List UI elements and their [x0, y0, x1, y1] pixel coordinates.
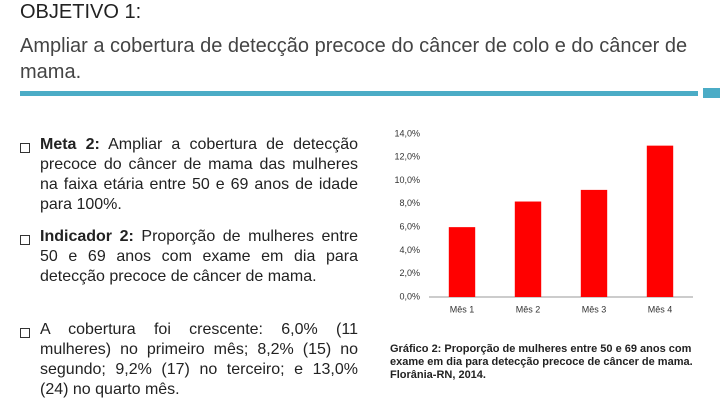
- y-tick-label: 10,0%: [394, 175, 420, 185]
- slide-subtitle: Ampliar a cobertura de detecção precoce …: [20, 35, 688, 83]
- chart-caption: Gráfico 2: Proporção de mulheres entre 5…: [390, 343, 693, 381]
- bar: [448, 227, 476, 297]
- bullet-marker: [20, 235, 30, 245]
- bar: [580, 189, 608, 297]
- bullet-text: Proporção de mulheres entre 50 e 69 anos…: [40, 228, 358, 285]
- slide-title: OBJETIVO 1:: [20, 1, 142, 23]
- y-tick-label: 8,0%: [399, 198, 420, 208]
- bullet: Indicador 2: Proporção de mulheres entre…: [40, 227, 358, 287]
- y-tick-label: 2,0%: [399, 268, 420, 278]
- title-rule-end: [703, 88, 720, 98]
- bullet: Meta 2: Ampliar a cobertura de detecção …: [40, 135, 358, 215]
- bullet-lead: Indicador 2:: [40, 228, 134, 245]
- x-tick-label: Mês 3: [582, 304, 607, 314]
- x-tick-label: Mês 2: [516, 304, 541, 314]
- bullet-text: Ampliar a cobertura de detecção precoce …: [40, 136, 359, 213]
- title-rule: [20, 91, 698, 96]
- y-tick-label: 0,0%: [399, 291, 420, 301]
- bullet: A cobertura foi crescente: 6,0% (11 mulh…: [40, 320, 358, 400]
- y-tick-label: 6,0%: [399, 222, 420, 232]
- bullet-lead: Meta 2:: [40, 136, 100, 153]
- bar: [514, 201, 542, 297]
- bullet-marker: [20, 143, 30, 153]
- x-tick-label: Mês 1: [450, 304, 475, 314]
- y-tick-label: 4,0%: [399, 245, 420, 255]
- bullet-marker: [20, 328, 30, 338]
- x-tick-label: Mês 4: [648, 304, 673, 314]
- y-tick-label: 14,0%: [394, 128, 420, 138]
- bar: [646, 145, 674, 297]
- y-tick-label: 12,0%: [394, 152, 420, 162]
- bullet-text: A cobertura foi crescente: 6,0% (11 mulh…: [40, 321, 358, 398]
